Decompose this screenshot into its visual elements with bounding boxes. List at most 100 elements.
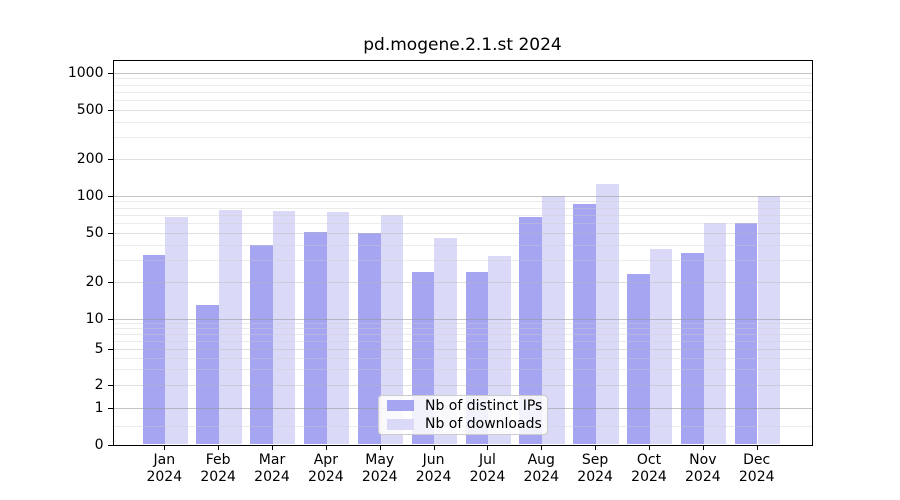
legend-item-downloads: Nb of downloads: [379, 417, 547, 433]
gridline-major: [113, 195, 812, 197]
gridline-labeled: [113, 349, 812, 351]
x-axis-tick: [164, 444, 166, 450]
x-axis-year-label: 2024: [146, 468, 183, 485]
y-axis-tick: [107, 232, 113, 234]
bar-downloads: [649, 248, 673, 445]
y-axis-tick: [107, 444, 113, 446]
gridline-minor: [113, 84, 812, 86]
gridline-minor: [113, 137, 812, 138]
y-axis-tick-label: 50: [85, 224, 104, 241]
gridline-labeled: [113, 158, 812, 160]
bar-distinct-ips: [142, 254, 166, 445]
bar-distinct-ips: [734, 222, 758, 445]
y-axis-tick-label: 0: [94, 436, 104, 453]
x-axis-tick: [433, 444, 435, 450]
gridline-minor: [113, 222, 812, 224]
x-axis-tick: [218, 444, 220, 450]
x-axis-tick: [325, 444, 327, 450]
x-axis-year-label: 2024: [631, 468, 667, 485]
bar-downloads: [757, 196, 781, 445]
x-axis-year-label: 2024: [200, 468, 236, 485]
y-axis-tick-label: 2: [94, 377, 104, 394]
gridline-labeled: [113, 385, 812, 387]
y-axis-tick-label: 10: [85, 310, 104, 327]
bar-distinct-ips: [250, 244, 273, 445]
x-axis-year-label: 2024: [685, 468, 721, 485]
y-axis-tick-label: 5: [94, 341, 104, 358]
x-axis-year-label: 2024: [577, 468, 613, 485]
x-axis-month-label: Feb: [205, 451, 231, 468]
x-axis-tick: [756, 444, 758, 450]
gridline-minor: [113, 341, 812, 343]
y-axis-tick-label: 100: [76, 187, 104, 204]
x-axis-tick: [487, 444, 489, 450]
bar-downloads: [272, 211, 296, 445]
bar-downloads: [595, 184, 619, 445]
y-axis-tick: [107, 349, 113, 351]
gridline-minor: [113, 78, 812, 80]
legend-swatch-distinct-ips-icon: [387, 400, 414, 412]
gridline-minor: [113, 323, 812, 325]
x-axis-month-label: Mar: [258, 451, 286, 468]
gridline-minor: [113, 328, 812, 330]
y-axis-tick: [107, 281, 113, 283]
bar-distinct-ips: [196, 304, 219, 445]
x-axis-year-label: 2024: [361, 468, 398, 485]
x-axis-tick: [648, 444, 650, 450]
bar-downloads: [218, 209, 242, 445]
gridline-major: [113, 72, 812, 74]
x-axis-month-label: Nov: [689, 451, 717, 468]
y-axis-tick: [107, 385, 113, 387]
gridline-labeled: [113, 109, 812, 111]
x-axis-year-label: 2024: [523, 468, 560, 485]
bar-downloads: [380, 214, 404, 445]
x-axis-month-label: May: [365, 451, 395, 468]
x-axis-year-label: 2024: [469, 468, 506, 485]
x-axis-month-label: Jun: [422, 451, 445, 468]
bar-distinct-ips: [519, 217, 543, 445]
x-axis-tick: [541, 444, 543, 450]
bar-distinct-ips: [627, 274, 650, 445]
gridline-minor: [113, 121, 812, 123]
bar-distinct-ips: [357, 232, 381, 445]
y-axis-tick: [107, 109, 113, 111]
y-axis-tick-label: 1: [94, 400, 104, 417]
y-axis-tick: [107, 72, 113, 74]
x-axis-month-label: Jul: [478, 451, 496, 468]
y-axis-tick: [107, 158, 113, 160]
x-axis-tick: [702, 444, 704, 450]
gridline-minor: [113, 244, 812, 246]
legend-swatch-downloads-icon: [387, 418, 414, 430]
legend-label-distinct-ips: Nb of distinct IPs: [425, 397, 543, 414]
bar-downloads: [703, 222, 727, 445]
legend-label-downloads: Nb of downloads: [425, 416, 542, 433]
gridline-minor: [113, 334, 812, 336]
bar-downloads: [542, 195, 565, 445]
x-axis-year-label: 2024: [415, 468, 452, 485]
x-axis-month-label: Apr: [313, 451, 338, 468]
gridline-labeled: [113, 281, 812, 283]
gridline-minor: [113, 259, 812, 261]
chart-title: pd.mogene.2.1.st 2024: [363, 35, 562, 55]
x-axis-month-label: Dec: [743, 451, 771, 468]
y-axis-tick-label: 20: [85, 273, 104, 290]
bar-downloads: [434, 238, 457, 445]
y-axis-tick: [107, 318, 113, 320]
y-axis-tick-label: 200: [76, 150, 104, 167]
gridline-minor: [113, 369, 812, 371]
bar-downloads: [326, 212, 350, 445]
gridline-minor: [113, 91, 812, 93]
x-axis-year-label: 2024: [738, 468, 775, 485]
gridline-minor: [113, 207, 812, 209]
gridline-minor: [113, 201, 812, 203]
y-axis-tick: [107, 408, 113, 410]
legend-item-distinct-ips: Nb of distinct IPs: [379, 398, 547, 414]
x-axis-tick: [272, 444, 273, 450]
x-axis-tick: [379, 444, 381, 450]
y-axis-tick-label: 500: [76, 101, 104, 118]
gridline-major: [113, 318, 812, 320]
gridline-minor: [113, 214, 812, 216]
legend: Nb of distinct IPs Nb of downloads: [378, 395, 548, 435]
bar-distinct-ips: [304, 231, 327, 445]
